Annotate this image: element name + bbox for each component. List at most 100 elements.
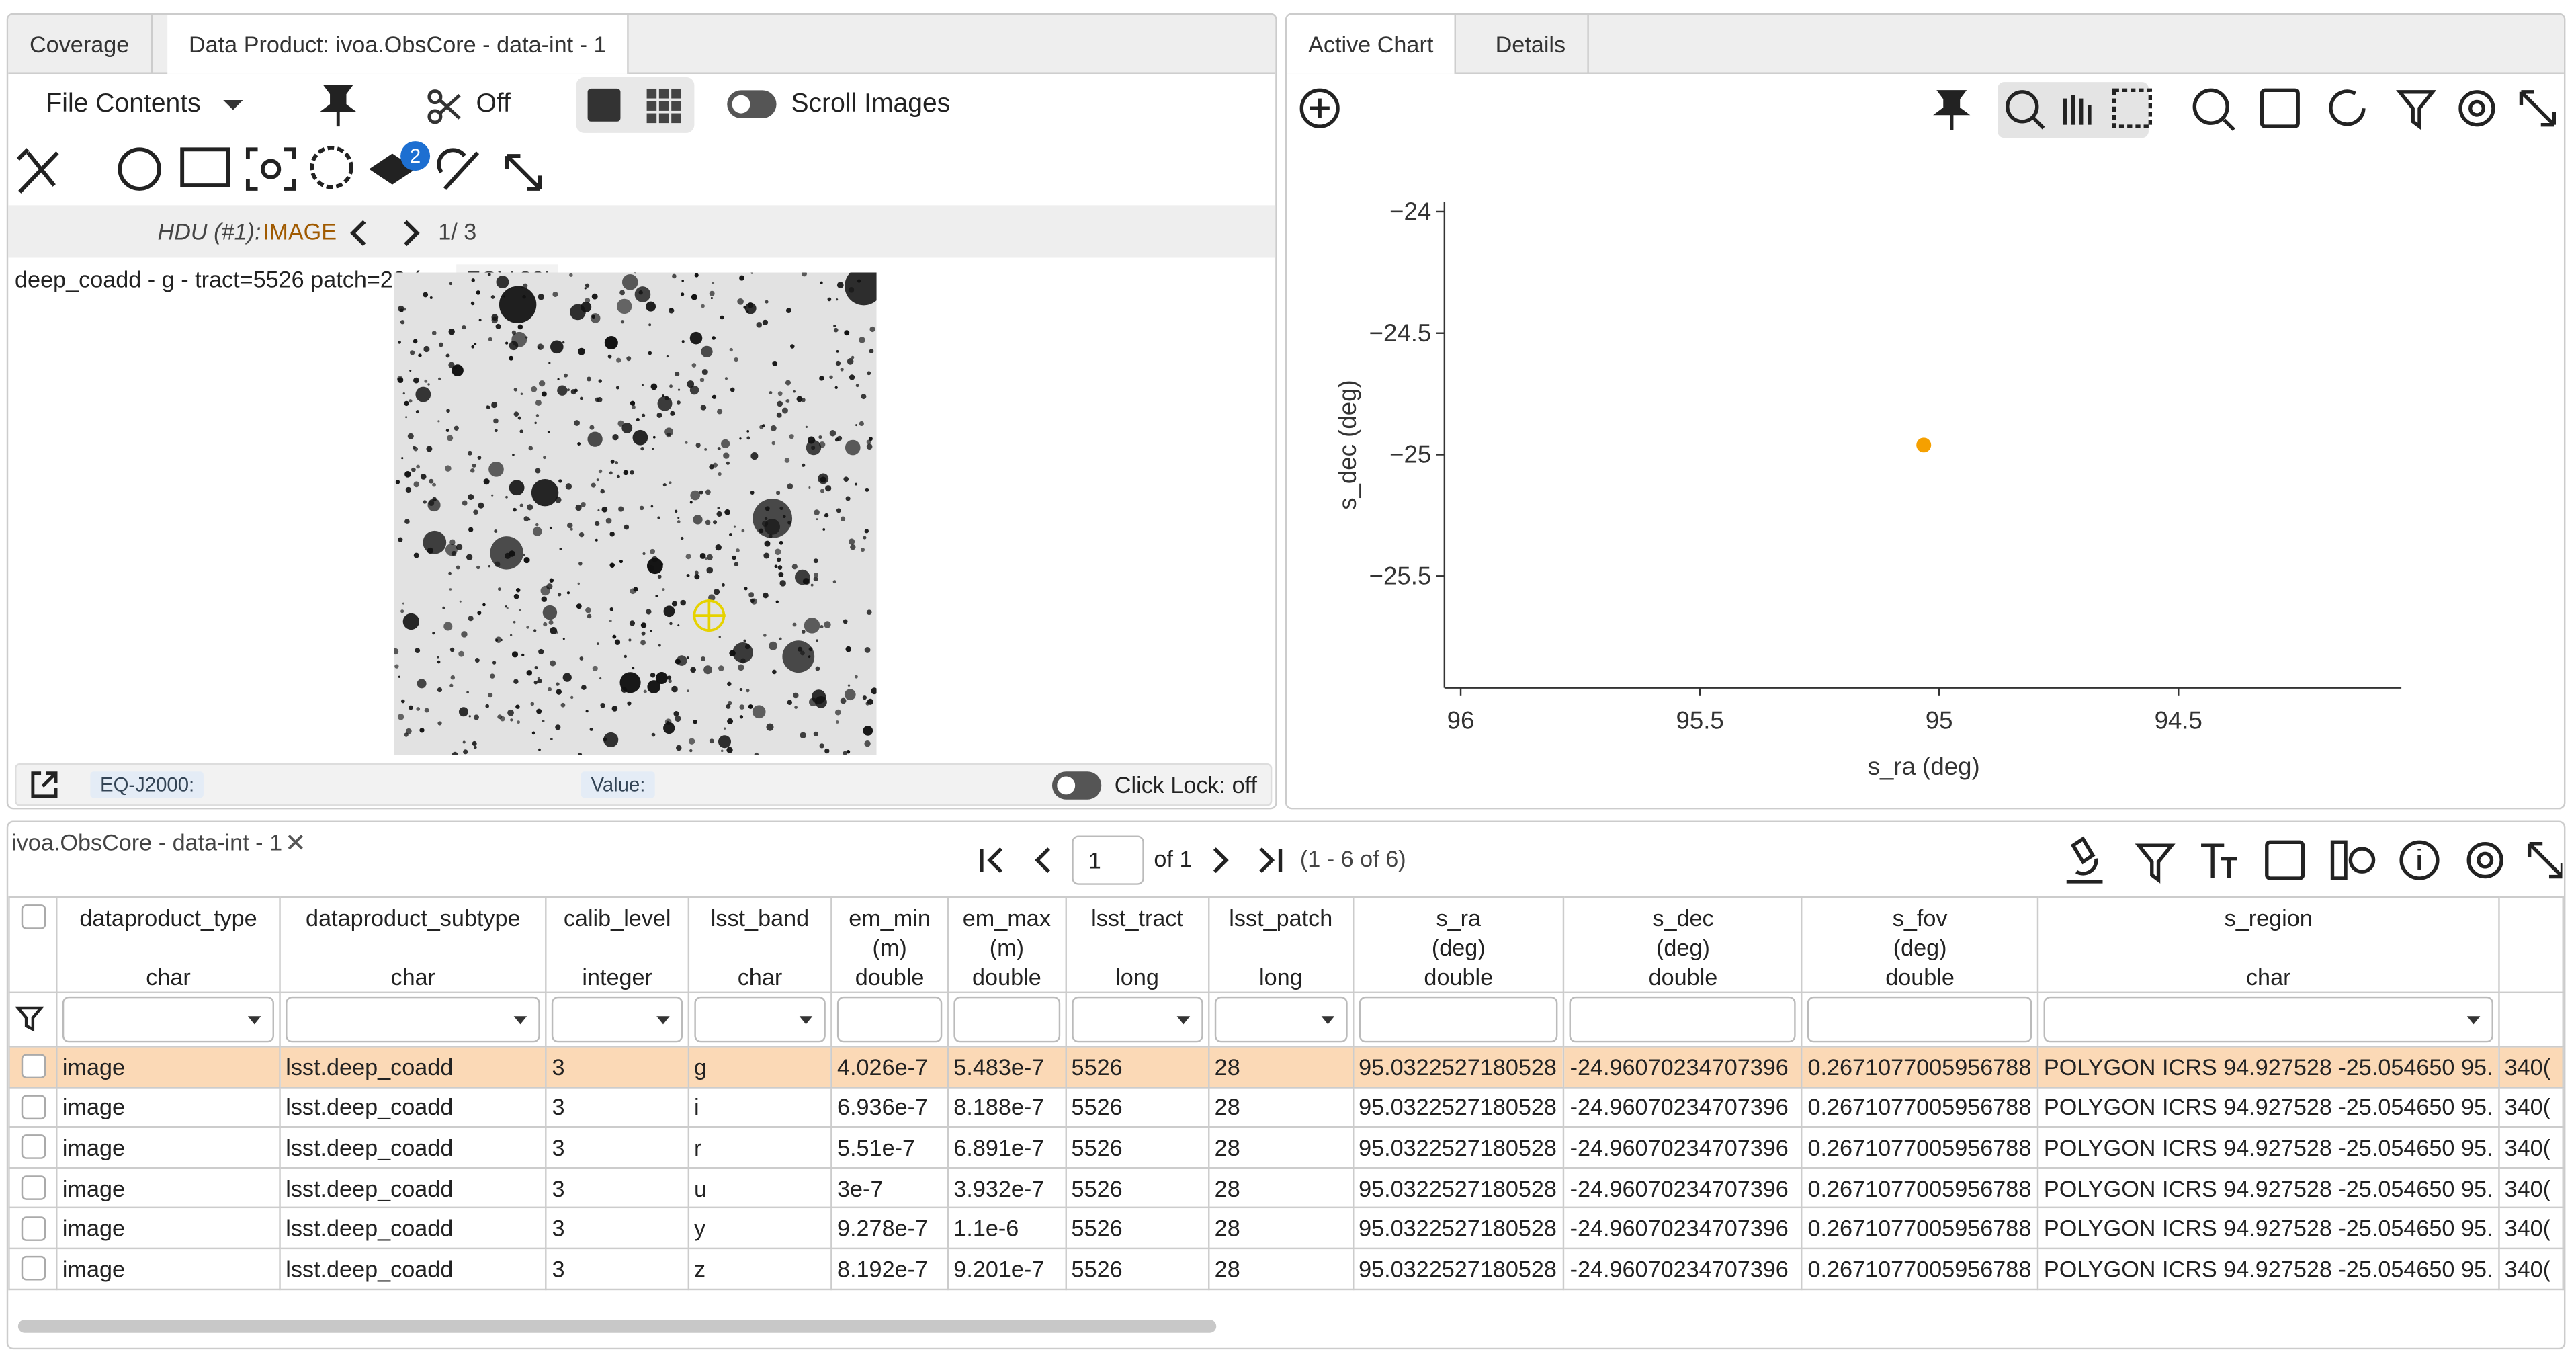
column-header[interactable]: s_ra (deg) double <box>1352 896 1565 994</box>
star <box>864 647 871 653</box>
filter-input[interactable] <box>1570 996 1797 1043</box>
column-header[interactable]: lsst_tract long <box>1064 896 1210 994</box>
analysis-icon[interactable] <box>2066 836 2103 884</box>
filter-input[interactable] <box>953 996 1060 1043</box>
column-header[interactable]: lsst_patch long <box>1207 896 1354 994</box>
page-input[interactable]: 1 <box>1072 835 1144 885</box>
filter-input[interactable] <box>2043 996 2493 1043</box>
link-icon[interactable] <box>437 148 480 190</box>
star <box>575 504 582 511</box>
page-forward[interactable] <box>1207 844 1299 877</box>
table-row[interactable]: image lsst.deep_coadd 3 i 6.936e-7 8.188e-7 55… <box>8 1086 2564 1128</box>
star <box>717 507 720 509</box>
row-checkbox[interactable] <box>20 1135 46 1160</box>
filter-input[interactable] <box>286 996 541 1043</box>
single-view-button[interactable] <box>587 88 621 122</box>
save-icon[interactable] <box>2265 840 2305 880</box>
row-checkbox[interactable] <box>20 1175 46 1201</box>
column-header[interactable]: lsst_band char <box>687 896 832 994</box>
select-mode[interactable] <box>2112 88 2153 128</box>
expand-icon[interactable] <box>2519 90 2556 127</box>
tab-active[interactable]: Active Chart <box>1287 14 1457 74</box>
filter-icon[interactable] <box>2396 90 2437 130</box>
filter-input[interactable] <box>837 996 943 1043</box>
row-checkbox[interactable] <box>20 1256 46 1281</box>
star <box>784 458 790 463</box>
filter-input[interactable] <box>1214 996 1347 1043</box>
reset-zoom[interactable] <box>2192 88 2229 125</box>
grid-view-button[interactable] <box>646 88 681 124</box>
table-row[interactable]: image lsst.deep_coadd 3 z 8.192e-7 9.201e-7 55… <box>8 1247 2564 1290</box>
palette-icon[interactable] <box>118 147 161 191</box>
column-header[interactable]: s_fov (deg) double <box>1801 896 2039 994</box>
page-back[interactable] <box>977 844 1069 877</box>
popout-icon[interactable] <box>28 768 61 801</box>
table-row[interactable]: image lsst.deep_coadd 3 y 9.278e-7 1.1e-6 5526… <box>8 1207 2564 1250</box>
column-header[interactable]: em_min (m) double <box>830 896 949 994</box>
add-chart-button[interactable] <box>1299 88 1340 128</box>
file-contents-menu[interactable]: File Contents <box>46 90 201 118</box>
add-column-icon[interactable] <box>2330 840 2348 880</box>
expand-icon[interactable] <box>2527 842 2563 879</box>
star <box>843 476 849 482</box>
column-header[interactable]: dataproduct_subtype char <box>279 896 548 994</box>
save-icon[interactable] <box>2260 88 2300 128</box>
settings-icon[interactable] <box>2458 90 2495 127</box>
column-header[interactable]: calib_level integer <box>545 896 689 994</box>
expand-icon[interactable] <box>505 154 542 191</box>
text-view-icon[interactable] <box>2201 843 2237 879</box>
row-checkbox[interactable] <box>20 1054 46 1079</box>
star <box>865 702 870 706</box>
star <box>695 442 701 448</box>
table-cell: 4.026e-7 <box>830 1046 949 1088</box>
close-table[interactable] <box>286 833 305 852</box>
row-checkbox[interactable] <box>20 1216 46 1241</box>
tab[interactable]: Coverage <box>8 14 153 73</box>
filter-input[interactable] <box>694 996 826 1043</box>
horizontal-scrollbar[interactable] <box>17 1320 1217 1333</box>
star <box>461 631 468 638</box>
filter-icon[interactable] <box>2135 843 2176 884</box>
pin-icon[interactable] <box>316 84 359 130</box>
table-row[interactable]: image lsst.deep_coadd 3 u 3e-7 3.932e-7 5526 28… <box>8 1167 2564 1209</box>
table-row[interactable]: image lsst.deep_coadd 3 r 5.51e-7 6.891e-7 552… <box>8 1126 2564 1169</box>
zoom-fit-icon[interactable] <box>245 147 296 191</box>
select-all-box[interactable] <box>20 904 46 929</box>
pan-mode[interactable] <box>2063 95 2092 125</box>
row-checkbox[interactable] <box>20 1095 46 1119</box>
cut-icon[interactable] <box>425 87 465 126</box>
star <box>614 461 619 465</box>
filter-icon[interactable] <box>15 1002 44 1031</box>
column-header[interactable]: dataproduct_type char <box>56 896 281 994</box>
data-point[interactable] <box>1916 437 1932 453</box>
region-icon[interactable] <box>310 145 353 189</box>
tab[interactable]: Details <box>1474 14 1589 73</box>
column-header[interactable]: em_max (m) double <box>947 896 1067 994</box>
info-icon[interactable] <box>2399 840 2440 880</box>
star <box>650 548 656 554</box>
column-header[interactable]: s_region char <box>2037 896 2500 994</box>
stretch-icon[interactable] <box>180 147 230 187</box>
filter-input[interactable] <box>1807 996 2032 1043</box>
click-lock-toggle[interactable] <box>1051 771 1102 800</box>
tools-icon[interactable] <box>16 148 59 194</box>
hdu-nav[interactable] <box>345 216 427 249</box>
filter-input[interactable] <box>62 996 275 1043</box>
star <box>634 272 636 274</box>
star <box>787 700 792 705</box>
settings-icon[interactable] <box>2466 842 2503 879</box>
tab-active[interactable]: Data Product: ivoa.ObsCore - data-int - … <box>167 14 630 74</box>
zoom-mode[interactable] <box>2006 90 2039 124</box>
filter-input[interactable] <box>1359 996 1559 1043</box>
restore-icon[interactable] <box>2329 89 2366 126</box>
star <box>733 525 736 528</box>
filter-input[interactable] <box>1071 996 1203 1043</box>
star <box>577 582 581 585</box>
table-row[interactable]: image lsst.deep_coadd 3 g 4.026e-7 5.483e-7 55… <box>8 1046 2564 1088</box>
column-header[interactable]: s_dec (deg) double <box>1563 896 1803 994</box>
star <box>646 301 656 312</box>
scroll-toggle[interactable] <box>727 90 777 118</box>
filter-input[interactable] <box>552 996 683 1043</box>
pin-icon[interactable] <box>1933 90 1971 130</box>
